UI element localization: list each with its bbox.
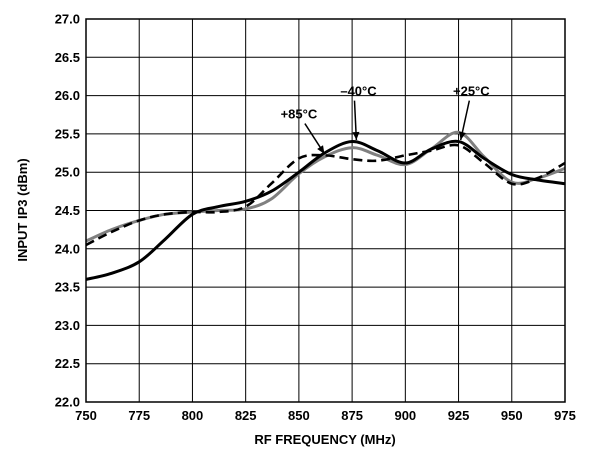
series-line-plus25c [85,130,566,243]
y-tick-label: 25.0 [55,165,80,180]
y-tick-label: 24.0 [55,241,80,256]
arrow-head [458,131,466,141]
y-axis-label: INPUT IP3 (dBm) [15,158,30,261]
series-annotation: +25°C [453,84,490,99]
x-tick-label: 750 [75,408,97,423]
annotations: +85°C –40°C +25°C [281,84,490,155]
y-tick-label: 26.0 [55,88,80,103]
y-tick-label: 25.5 [55,126,80,141]
x-tick-label: 775 [128,408,150,423]
grid [85,18,566,403]
x-tick-label: 925 [448,408,470,423]
x-tick-label: 800 [182,408,204,423]
y-tick-labels: 22.0 22.5 23.0 23.5 24.0 24.5 25.0 25.5 26.0 26.5… [55,12,80,410]
series-group [85,130,566,281]
y-tick-label: 22.0 [55,395,80,410]
x-tick-label: 850 [288,408,310,423]
y-tick-label: 26.5 [55,50,80,65]
x-tick-label: 875 [341,408,363,423]
y-tick-label: 22.5 [55,356,80,371]
x-axis-label: RF FREQUENCY (MHz) [254,432,395,447]
x-tick-label: 950 [501,408,523,423]
y-tick-label: 23.0 [55,318,80,333]
y-tick-label: 27.0 [55,12,80,27]
plot-frame [85,18,566,403]
x-tick-label: 825 [235,408,257,423]
y-tick-label: 24.5 [55,203,80,218]
series-annotation: +85°C [281,107,318,122]
series-annotation: –40°C [340,84,377,99]
y-tick-label: 23.5 [55,280,80,295]
arrow-head [317,145,325,154]
series-line-plus85c [85,143,566,247]
x-tick-labels: 750 775 800 825 850 875 900 925 950 975 [75,408,576,423]
arrow-head [352,131,360,141]
x-tick-label: 900 [394,408,416,423]
x-tick-label: 975 [554,408,576,423]
